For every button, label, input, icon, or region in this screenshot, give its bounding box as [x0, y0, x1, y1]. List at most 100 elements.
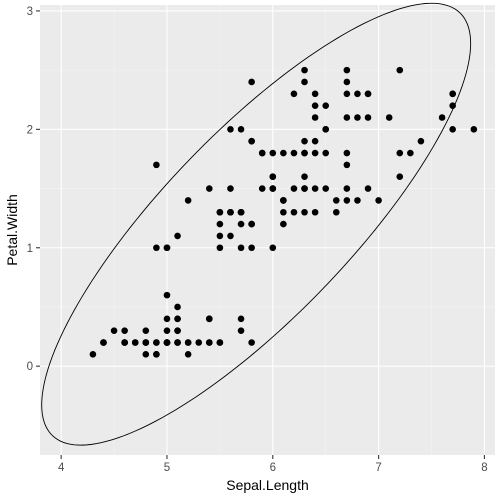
- data-point: [237, 126, 245, 133]
- data-point: [216, 339, 224, 346]
- data-point: [311, 208, 319, 216]
- data-point: [237, 327, 245, 334]
- data-point: [311, 149, 319, 157]
- data-point: [258, 149, 266, 157]
- data-point: [470, 126, 478, 133]
- data-point: [227, 232, 234, 240]
- data-point: [248, 137, 255, 145]
- data-point: [396, 173, 404, 181]
- x-tick-label: 6: [270, 462, 276, 474]
- y-tick-label: 1: [27, 243, 33, 255]
- confidence-ellipse: [41, 2, 472, 446]
- data-point: [311, 102, 319, 109]
- data-point: [301, 78, 308, 86]
- data-point: [301, 185, 308, 192]
- data-point: [269, 149, 277, 157]
- data-point: [163, 327, 171, 334]
- data-point: [332, 197, 340, 204]
- data-point: [290, 90, 298, 98]
- data-point: [174, 303, 181, 311]
- data-point: [343, 149, 351, 157]
- data-point: [206, 185, 213, 192]
- data-point: [343, 114, 351, 121]
- x-tick-label: 8: [481, 462, 487, 474]
- data-point: [216, 220, 224, 228]
- data-point: [269, 244, 277, 252]
- data-point: [364, 114, 372, 121]
- data-point: [174, 327, 181, 334]
- data-point: [216, 208, 224, 216]
- data-point: [269, 173, 277, 181]
- data-point: [301, 66, 308, 74]
- data-point: [280, 220, 287, 228]
- data-point: [385, 114, 393, 121]
- confidence-ellipse-layer: [41, 2, 472, 446]
- data-point: [280, 197, 287, 204]
- data-point: [269, 185, 277, 192]
- data-point: [153, 161, 160, 169]
- data-point: [280, 208, 287, 216]
- data-point: [142, 351, 150, 358]
- data-point: [227, 126, 234, 133]
- data-point: [290, 208, 298, 216]
- data-point: [343, 90, 351, 98]
- data-point: [163, 315, 171, 323]
- data-point: [290, 149, 298, 157]
- data-point: [343, 78, 351, 86]
- data-point: [227, 208, 234, 216]
- data-point: [174, 232, 181, 240]
- data-point: [174, 339, 181, 346]
- data-point: [301, 173, 308, 181]
- data-point: [206, 315, 213, 323]
- data-point: [311, 137, 319, 145]
- data-point: [248, 220, 255, 228]
- data-point: [375, 197, 382, 204]
- y-tick-label: 0: [27, 361, 33, 373]
- minor-gridlines: [40, 5, 495, 455]
- data-points: [89, 66, 478, 358]
- data-point: [343, 197, 351, 204]
- data-point: [354, 114, 361, 121]
- data-point: [322, 126, 330, 133]
- data-point: [364, 90, 372, 98]
- data-point: [184, 339, 192, 346]
- data-point: [354, 90, 361, 98]
- data-point: [216, 232, 224, 240]
- data-point: [417, 137, 425, 145]
- x-tick-label: 4: [58, 462, 65, 474]
- data-point: [163, 244, 171, 252]
- data-point: [301, 137, 308, 145]
- data-point: [301, 149, 308, 157]
- data-point: [131, 339, 139, 346]
- data-point: [248, 78, 255, 86]
- data-point: [142, 327, 150, 334]
- x-tick-label: 5: [164, 462, 170, 474]
- data-point: [311, 185, 319, 192]
- data-point: [237, 220, 245, 228]
- data-point: [89, 351, 97, 358]
- data-point: [163, 339, 171, 346]
- data-point: [396, 149, 404, 157]
- y-tick-label: 3: [27, 6, 33, 18]
- data-point: [142, 339, 150, 346]
- plot-panel: [40, 5, 495, 455]
- data-point: [121, 339, 128, 346]
- data-point: [311, 90, 319, 98]
- data-point: [343, 185, 351, 192]
- x-axis-title: Sepal.Length: [226, 477, 309, 493]
- data-point: [280, 149, 287, 157]
- data-point: [237, 208, 245, 216]
- data-point: [110, 327, 118, 334]
- data-point: [301, 208, 308, 216]
- data-point: [290, 185, 298, 192]
- data-point: [163, 291, 171, 299]
- data-point: [184, 197, 192, 204]
- y-axis-title: Petal.Width: [4, 194, 20, 266]
- data-point: [449, 102, 456, 109]
- data-point: [258, 185, 266, 192]
- data-point: [322, 185, 330, 192]
- data-point: [396, 66, 404, 74]
- major-gridlines: [40, 5, 495, 455]
- data-point: [184, 351, 192, 358]
